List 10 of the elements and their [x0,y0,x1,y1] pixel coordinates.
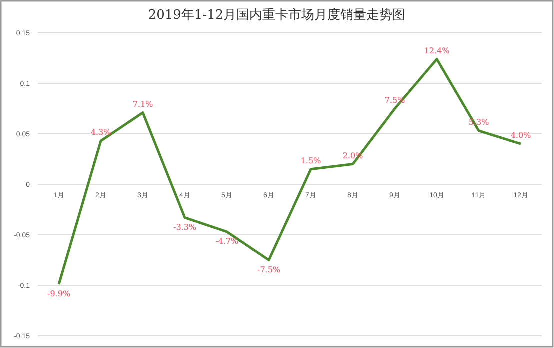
data-label: 4.3% [90,128,112,138]
data-label: -3.3% [173,222,197,232]
data-label: 1.5% [300,156,322,166]
data-label: -7.5% [257,265,281,274]
data-label: 12.4% [424,46,450,56]
data-label: -4.7% [215,236,239,246]
data-label: 4.0% [510,131,532,140]
chart-title: 2019年1-12月国内重卡市场月度销量走势图 [148,7,406,23]
data-label: -9.9% [47,289,71,298]
data-label: 7.1% [132,100,154,109]
